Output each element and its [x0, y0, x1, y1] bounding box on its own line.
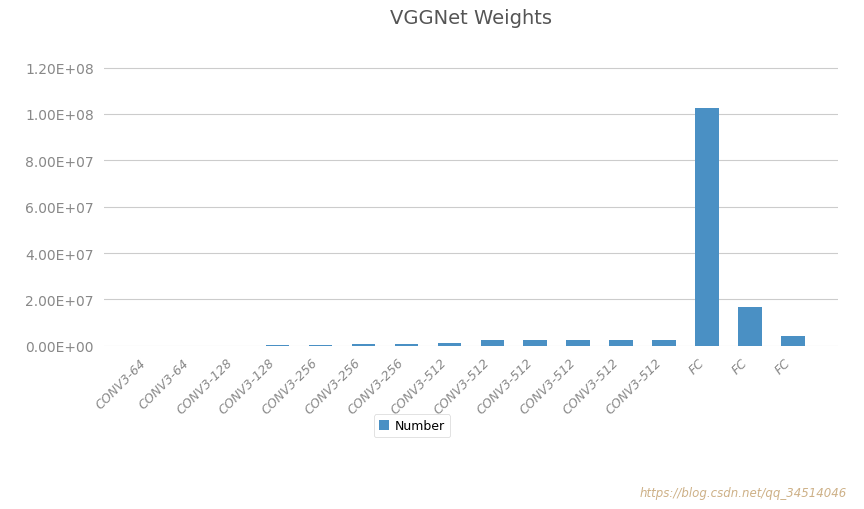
Bar — [738, 307, 762, 346]
Bar — [781, 336, 804, 346]
Bar — [395, 345, 418, 346]
Text: https://blog.csdn.net/qq_34514046: https://blog.csdn.net/qq_34514046 — [639, 486, 847, 499]
Bar — [524, 341, 547, 346]
Bar — [480, 341, 505, 346]
Bar — [696, 108, 719, 346]
Bar — [609, 341, 633, 346]
Legend: Number: Number — [374, 415, 450, 438]
Bar — [437, 344, 461, 346]
Bar — [352, 345, 375, 346]
Bar — [652, 341, 676, 346]
Title: VGGNet Weights: VGGNet Weights — [390, 9, 552, 28]
Bar — [567, 341, 590, 346]
